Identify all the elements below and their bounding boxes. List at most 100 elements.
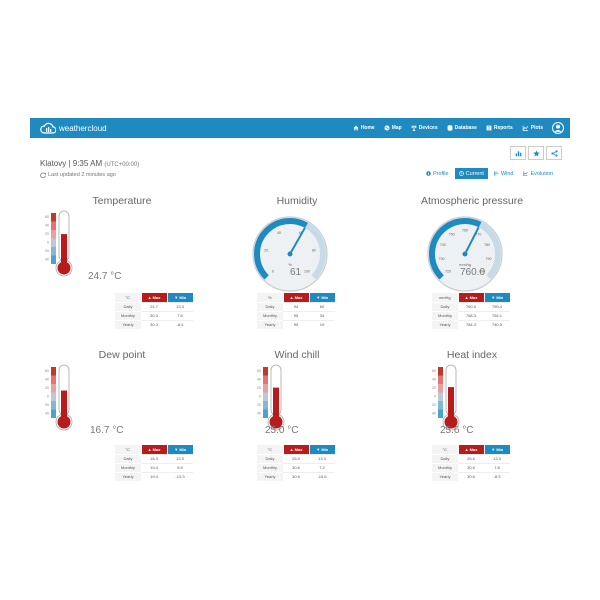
widget-title: Atmospheric pressure xyxy=(420,195,524,207)
stats-table: °C ▲ Max ▼ Min Daily 25.0 13.3 Monthly 3… xyxy=(257,445,335,481)
row-label: Yearly xyxy=(432,471,458,481)
scale-segment xyxy=(51,230,56,239)
scale-segment xyxy=(51,255,56,264)
scale-segment xyxy=(51,221,56,230)
row-label: Monthly xyxy=(257,462,283,472)
gauge-needle xyxy=(289,227,306,255)
widget-title: Wind chill xyxy=(274,349,320,361)
refresh-icon xyxy=(40,172,46,178)
dewpoint-widget: Dew point 60 40 20 0 -20 -40 16.7 °C °C ▲ Max… xyxy=(32,349,212,494)
weathercloud-logo[interactable]: weathercloud xyxy=(40,121,107,135)
max-value: 784.3 xyxy=(458,319,484,329)
max-header: ▲ Max xyxy=(282,293,309,302)
stats-table: °C ▲ Max ▼ Min Daily 25.6 13.3 Monthly 3… xyxy=(432,445,510,481)
widget-title: Dew point xyxy=(98,349,146,361)
max-value: 25.6 xyxy=(458,453,484,463)
min-header: ▼ Min xyxy=(308,445,335,454)
nav-item-database[interactable]: Database xyxy=(447,125,477,131)
max-label: Max xyxy=(469,446,478,452)
scale-label: 20 xyxy=(45,232,49,236)
max-value: 16.3 xyxy=(141,453,167,463)
nav-label-home: Home xyxy=(360,125,375,131)
info-icon xyxy=(426,171,431,176)
min-label: Min xyxy=(179,294,187,300)
tab-evolution-label: Evolution xyxy=(530,170,554,177)
row-label: Monthly xyxy=(432,462,458,472)
max-value: 768.3 xyxy=(458,310,484,320)
tab-wind[interactable]: Wind xyxy=(490,168,518,179)
nav-item-home[interactable]: Home xyxy=(353,125,375,131)
row-label: Daily xyxy=(257,301,283,311)
scale-label: -40 xyxy=(257,412,261,416)
unit-header: °C xyxy=(257,445,283,454)
nav-item-plots[interactable]: Plots xyxy=(522,125,543,131)
min-label: Min xyxy=(321,294,329,300)
scale-label: 20 xyxy=(257,386,261,390)
nav-item-map[interactable]: Map xyxy=(384,125,402,131)
share-button[interactable] xyxy=(546,146,562,160)
temperature-widget: Temperature 60 40 20 0 -20 -40 24.7 °C °C ▲ M… xyxy=(32,195,212,340)
scale-segment xyxy=(438,401,443,410)
widget-title: Humidity xyxy=(276,195,318,207)
max-value: 760.0 xyxy=(458,301,484,311)
last-updated: Last updated 2 minutes ago xyxy=(40,172,116,178)
row-label: Daily xyxy=(432,301,458,311)
min-value: -8.4 xyxy=(167,319,193,329)
tab-current[interactable]: Current xyxy=(454,168,488,179)
unit-header: % xyxy=(257,293,283,302)
scale-label: 40 xyxy=(257,378,261,382)
scale-segment xyxy=(438,409,443,418)
min-value: 740.5 xyxy=(484,319,510,329)
max-label: Max xyxy=(294,446,303,452)
row-label: Daily xyxy=(432,453,458,463)
scale-label: -40 xyxy=(45,258,49,262)
min-value: 5.9 xyxy=(167,462,193,472)
cloud-logo-icon xyxy=(40,122,56,134)
thermometer-icon: 60 40 20 0 -20 -40 xyxy=(45,210,73,277)
scale-segment xyxy=(51,247,56,256)
max-value: 19.4 xyxy=(141,471,167,481)
min-label: Min xyxy=(496,446,504,452)
gauge-tick-label: 770 xyxy=(475,232,481,236)
min-value: 34 xyxy=(309,310,335,320)
current-value: 760.0 xyxy=(460,267,486,278)
tab-evolution[interactable]: Evolution xyxy=(519,168,557,179)
thermometer-bulb xyxy=(57,261,71,275)
max-header: ▲ Max xyxy=(140,445,167,454)
thermometer-fill xyxy=(448,387,454,417)
last-updated-text: Last updated 2 minutes ago xyxy=(48,172,116,178)
stats-button[interactable] xyxy=(510,146,526,160)
max-value: 30.6 xyxy=(283,462,309,472)
gauge-tick-label: 20 xyxy=(264,249,268,253)
timezone-label: (UTC+00:00) xyxy=(104,162,140,168)
row-label: Daily xyxy=(115,301,141,311)
min-value: -8.3 xyxy=(484,471,510,481)
current-value: 16.7 °C xyxy=(90,425,124,436)
scale-label: 60 xyxy=(257,369,261,373)
min-value: 13.3 xyxy=(309,453,335,463)
user-avatar-icon[interactable] xyxy=(552,122,564,134)
scale-segment xyxy=(438,384,443,393)
max-label: Max xyxy=(469,294,478,300)
min-value: -15.6 xyxy=(309,471,335,481)
globe-icon xyxy=(384,125,390,131)
row-label: Daily xyxy=(115,453,141,463)
tab-profile-label: Profile xyxy=(433,170,449,177)
unit-header: °C xyxy=(115,293,141,302)
current-value: 24.7 °C xyxy=(88,271,122,282)
favorite-button[interactable] xyxy=(528,146,544,160)
scale-segment xyxy=(51,367,56,376)
nav-item-devices[interactable]: Devices xyxy=(411,125,438,131)
scale-segment xyxy=(438,367,443,376)
devices-icon xyxy=(411,125,417,131)
thermometer-fill xyxy=(61,390,67,417)
nav-item-reports[interactable]: Reports xyxy=(486,125,513,131)
reports-icon xyxy=(486,125,492,131)
min-header: ▼ Min xyxy=(166,445,193,454)
max-label: Max xyxy=(152,294,161,300)
tab-profile[interactable]: Profile xyxy=(422,168,453,179)
scale-segment xyxy=(51,392,56,401)
min-value: 759.4 xyxy=(484,301,510,311)
location-name: Klatovy | 9:35 AM xyxy=(40,159,103,168)
gauge-unit-label: mmHg xyxy=(459,262,471,267)
